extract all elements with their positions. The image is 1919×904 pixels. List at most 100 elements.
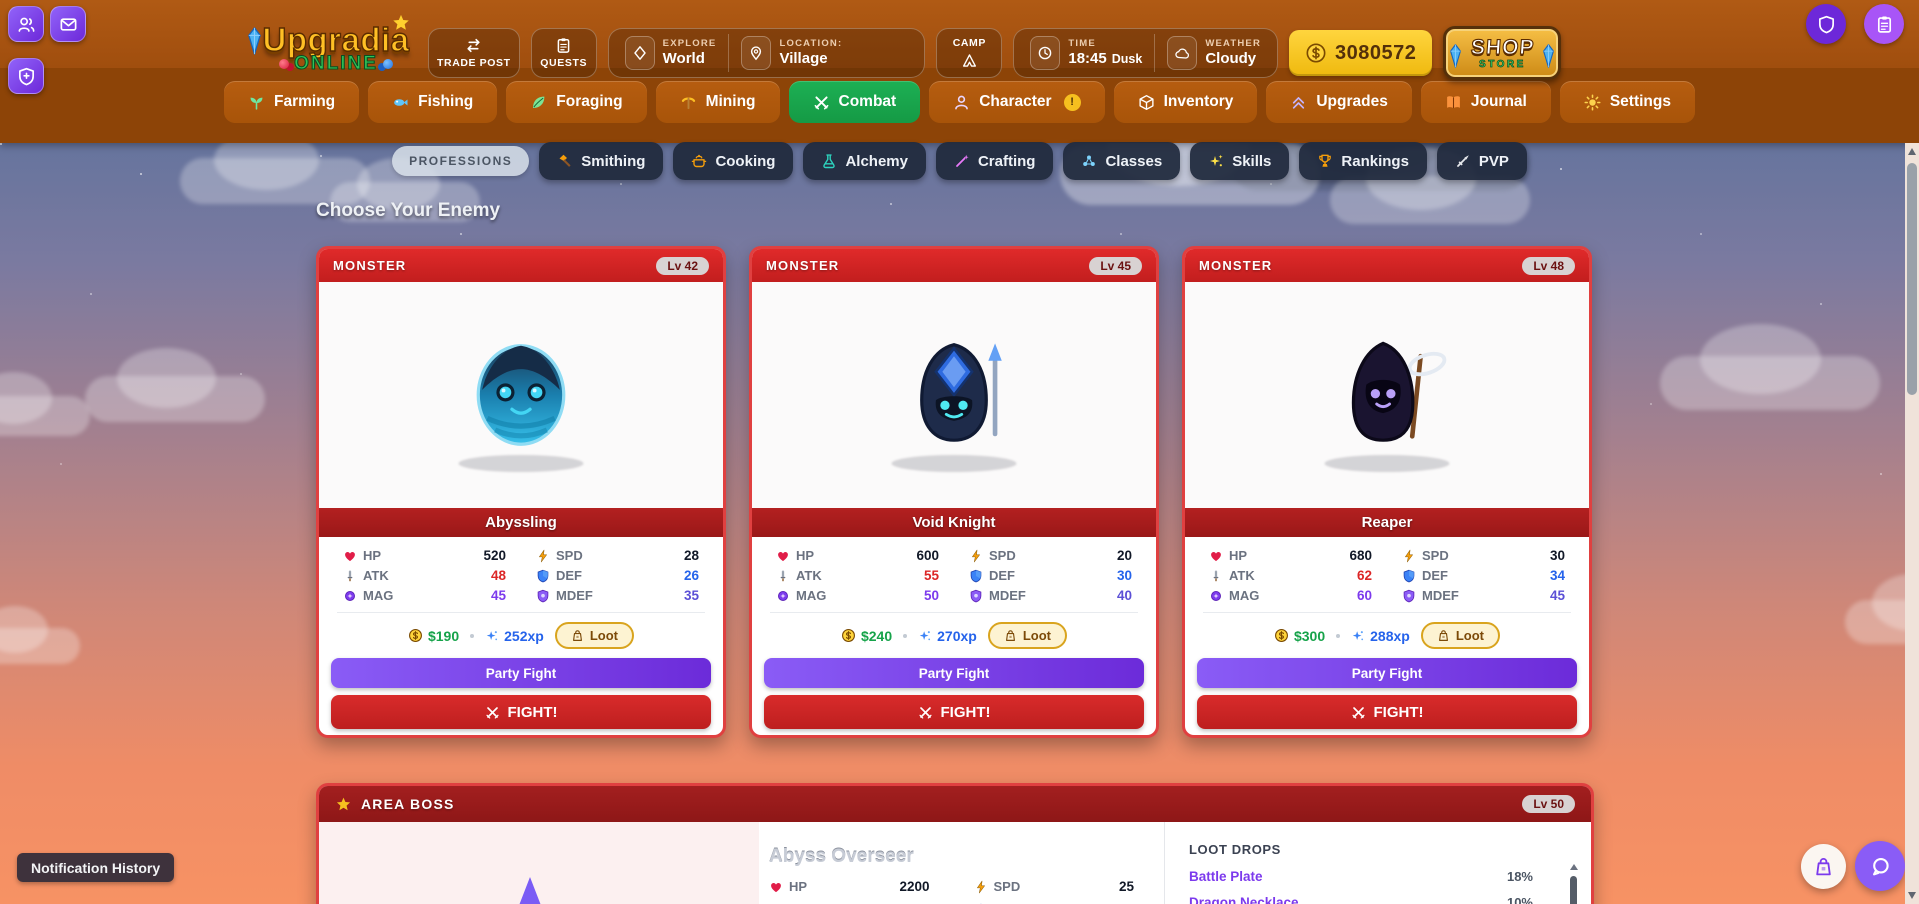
location-label: LOCATION:	[779, 38, 843, 50]
currency-display: 3080572	[1289, 30, 1433, 76]
diamond-icon	[624, 36, 655, 70]
fight-button[interactable]: FIGHT!	[331, 695, 711, 729]
monster-shadow	[891, 455, 1017, 472]
bolt-icon	[1402, 549, 1416, 563]
stat-hp: HP 2200	[769, 879, 930, 894]
weather-segment: WEATHER Cloudy	[1154, 34, 1273, 72]
stat-atk: ATK 48	[343, 568, 506, 583]
stat-mdef: MDEF 40	[969, 588, 1132, 603]
scroll-down-arrow[interactable]	[1908, 892, 1916, 899]
tab-label: Journal	[1470, 93, 1527, 110]
flask-icon	[821, 153, 837, 169]
main-nav: Farming Fishing Foraging Mining Combat C…	[0, 68, 1919, 143]
wand-icon	[954, 153, 970, 169]
subnav-label: Alchemy	[845, 152, 908, 170]
shop-subtitle: STORE	[1479, 58, 1526, 70]
cloud-decoration	[0, 372, 90, 436]
shield-button[interactable]	[1806, 4, 1846, 44]
quests-button[interactable]: QUESTS	[530, 28, 597, 78]
loot-item[interactable]: Dragon Necklace 10%	[1189, 895, 1533, 904]
coin-icon	[408, 628, 423, 643]
tab-label: Farming	[274, 93, 336, 110]
alert-badge: !	[1063, 93, 1081, 111]
logo-subtitle-row: ONLINE	[255, 52, 417, 75]
area-boss-card: AREA BOSS Lv 50 Abyss Overseer HP 2200 SP…	[316, 783, 1594, 904]
tab-foraging[interactable]: Foraging	[506, 81, 647, 123]
scroll-up-arrow[interactable]	[1570, 864, 1578, 870]
trade-post-label: TRADE POST	[437, 57, 511, 69]
time-weather-group: TIME 18:45 Dusk WEATHER Cloudy	[1013, 28, 1279, 78]
tasks-button[interactable]	[1864, 4, 1904, 44]
cloud-decoration	[1330, 147, 1530, 224]
shield-icon	[536, 569, 550, 583]
monster-shadow	[458, 455, 584, 472]
crystal-icon	[247, 27, 262, 55]
subnav-cooking[interactable]: Cooking	[673, 142, 794, 180]
tab-farming[interactable]: Farming	[224, 81, 360, 123]
tab-settings[interactable]: Settings	[1559, 81, 1695, 123]
inventory-fab[interactable]	[1801, 844, 1846, 889]
fight-button[interactable]: FIGHT!	[1197, 695, 1577, 729]
tab-label: Character	[979, 93, 1052, 110]
page-title: Choose Your Enemy	[316, 200, 501, 221]
party-fight-button[interactable]: Party Fight	[331, 658, 711, 688]
subnav-skills[interactable]: Skills	[1190, 142, 1290, 180]
shop-store-button[interactable]: SHOP STORE	[1443, 26, 1562, 80]
subnav-label: Rankings	[1341, 152, 1409, 170]
bolt-icon	[536, 549, 550, 563]
cloud-icon	[1167, 36, 1198, 70]
subnav-alchemy[interactable]: Alchemy	[803, 142, 926, 180]
mail-button[interactable]	[50, 6, 86, 42]
tab-inventory[interactable]: Inventory	[1113, 81, 1258, 123]
shield-icon	[1817, 15, 1836, 34]
tab-label: Foraging	[556, 93, 623, 110]
party-fight-button[interactable]: Party Fight	[764, 658, 1144, 688]
tab-fishing[interactable]: Fishing	[368, 81, 498, 123]
explore-segment[interactable]: EXPLORE World	[613, 34, 729, 72]
monster-card-header: MONSTER Lv 48	[1185, 249, 1589, 282]
chat-fab[interactable]	[1855, 841, 1905, 891]
subnav-label: PVP	[1478, 152, 1509, 170]
subnav-rankings[interactable]: Rankings	[1299, 142, 1427, 180]
tab-upgrades[interactable]: Upgrades	[1266, 81, 1412, 123]
subnav-smithing[interactable]: Smithing	[539, 142, 664, 180]
subnav-crafting[interactable]: Crafting	[935, 142, 1054, 180]
tab-mining[interactable]: Mining	[655, 81, 780, 123]
monster-type-label: MONSTER	[333, 258, 407, 273]
scroll-up-arrow[interactable]	[1908, 148, 1916, 155]
boss-name: Abyss Overseer	[769, 846, 914, 867]
quests-label: QUESTS	[540, 57, 588, 69]
scroll-thumb[interactable]	[1570, 876, 1577, 904]
camp-button[interactable]: CAMP	[936, 28, 1003, 78]
trade-post-button[interactable]: TRADE POST	[428, 28, 520, 78]
rewards-row: $300 288xp Loot	[1203, 612, 1571, 649]
tab-journal[interactable]: Journal	[1420, 81, 1551, 123]
stat-spd: SPD 30	[1402, 548, 1565, 563]
loot-item[interactable]: Battle Plate 18%	[1189, 869, 1533, 884]
loot-button[interactable]: Loot	[554, 622, 634, 649]
professions-nav: PROFESSIONS Smithing Cooking Alchemy Cra…	[0, 142, 1919, 180]
crossed-swords-icon	[1351, 705, 1366, 720]
stat-spd: SPD 25	[974, 879, 1134, 894]
stat-spd: SPD 28	[536, 548, 699, 563]
tab-character[interactable]: Character!	[929, 81, 1105, 123]
party-fight-button[interactable]: Party Fight	[1197, 658, 1577, 688]
friends-button[interactable]	[8, 6, 44, 42]
weather-label: WEATHER	[1205, 38, 1262, 50]
loot-button[interactable]: Loot	[987, 622, 1067, 649]
guild-button[interactable]	[8, 58, 44, 94]
subnav-label: Smithing	[581, 152, 646, 170]
loot-button[interactable]: Loot	[1420, 622, 1500, 649]
tab-combat[interactable]: Combat	[788, 81, 921, 123]
monster-card-header: MONSTER Lv 42	[319, 249, 723, 282]
stat-mdef: MDEF 35	[536, 588, 699, 603]
subnav-label: Crafting	[977, 152, 1036, 170]
subnav-pvp[interactable]: PVP	[1436, 142, 1527, 180]
shield-plus-icon	[17, 67, 36, 86]
scroll-thumb[interactable]	[1907, 163, 1917, 395]
subnav-classes[interactable]: Classes	[1063, 142, 1181, 180]
heart-icon	[343, 549, 357, 563]
chat-icon	[1870, 856, 1891, 877]
fight-button[interactable]: FIGHT!	[764, 695, 1144, 729]
